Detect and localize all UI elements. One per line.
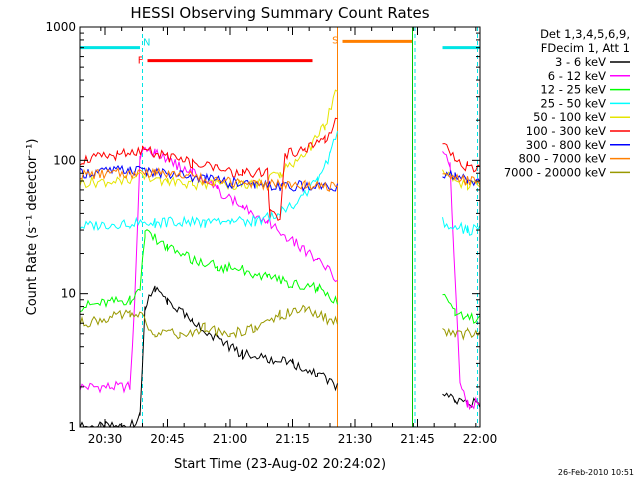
series-line-8 [79,304,481,341]
x-tick-label-0: 20:30 [88,432,123,446]
legend-label-4: 50 - 100 keV [533,110,606,124]
legend-label-6: 300 - 800 keV [526,138,606,152]
y-tick-label-0: 1 [68,420,76,434]
series-line-4 [79,89,481,191]
y-axis-label: Count Rate (s⁻¹ detector⁻¹) [25,139,40,316]
x-axis: 20:30 20:45 21:00 21:15 21:30 21:45 22:00 [79,27,498,446]
y-tick-label-3: 1000 [45,20,76,34]
series-line-7 [80,167,481,192]
legend-label-3: 25 - 50 keV [540,96,606,110]
series-line-5 [79,117,481,222]
series-line-1 [79,146,481,411]
legend-label-2: 12 - 25 keV [540,83,606,97]
legend-label-0: 3 - 6 keV [555,55,606,69]
y-tick-label-2: 100 [53,153,76,167]
series-group [79,89,481,429]
y-tick-label-1: 10 [61,287,76,301]
x-tick-label-1: 20:45 [150,432,185,446]
legend-label-7: 800 - 7000 keV [518,152,606,166]
legend-label-8: 7000 - 20000 keV [504,165,606,179]
flag-label-F: F [138,56,144,67]
legend-label-1: 6 - 12 keV [548,69,606,83]
x-axis-label: Start Time (23-Aug-02 20:24:02) [174,457,386,472]
legend-header-detectors: Det 1,3,4,5,6,9, [540,27,630,41]
x-tick-label-2: 21:00 [213,432,248,446]
flag-label-S: S [332,35,338,46]
legend-header-decimation: FDecim 1, Att 1 [541,41,630,55]
series-line-2 [79,229,481,324]
plot-frame [79,26,481,428]
flag-label-N: N [143,38,150,49]
event-markers [79,27,478,427]
observing-flags: NF S [80,35,480,67]
x-tick-label-3: 21:15 [275,432,310,446]
x-tick-label-6: 22:00 [463,432,498,446]
legend: Det 1,3,4,5,6,9, FDecim 1, Att 1 3 - 6 k… [504,27,630,179]
x-tick-label-4: 21:30 [338,432,373,446]
series-line-3 [79,131,481,236]
y-axis: 1 10 100 1000 [45,20,480,434]
legend-label-5: 100 - 300 keV [526,124,606,138]
chart-title: HESSI Observing Summary Count Rates [130,4,429,22]
footer-date: 26-Feb-2010 10:51 [558,468,634,477]
x-tick-label-5: 21:45 [400,432,435,446]
series-line-0 [79,285,481,429]
